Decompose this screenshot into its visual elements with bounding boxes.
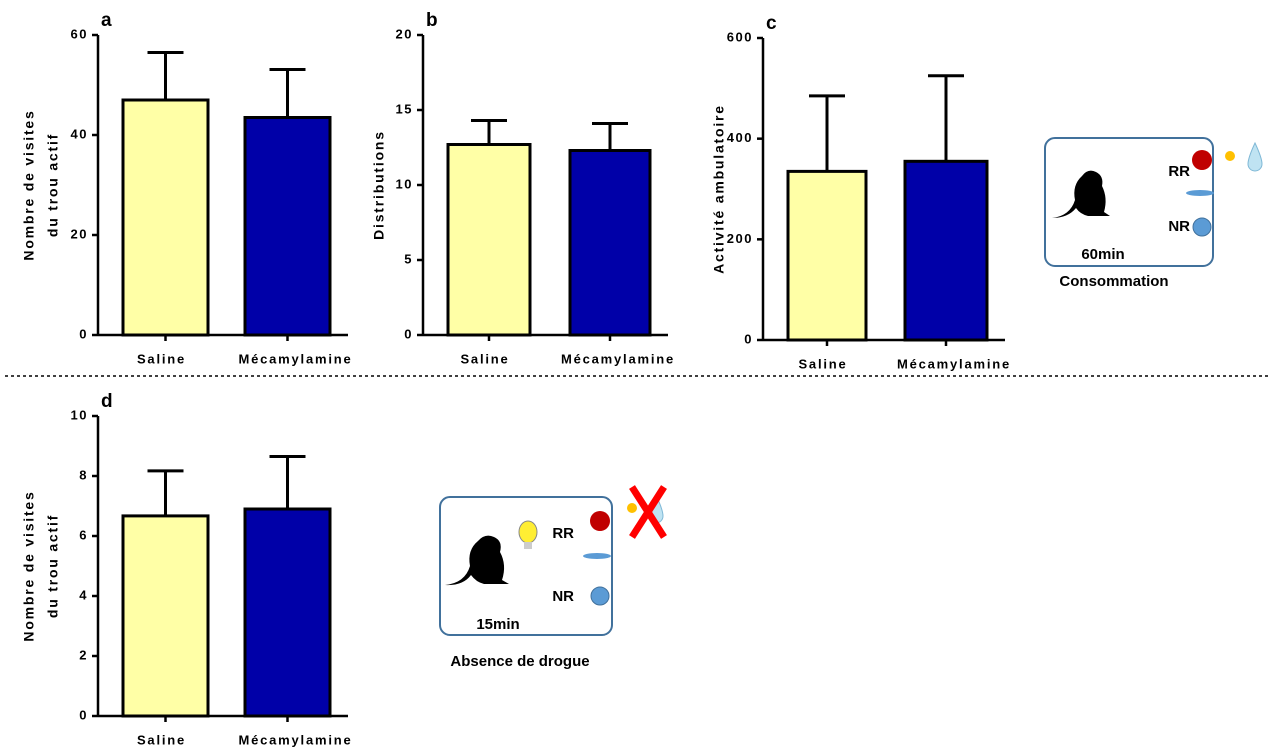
y-tick-label: 0	[404, 326, 413, 341]
drop	[1247, 141, 1263, 172]
y-tick-label: 60	[71, 26, 88, 41]
bar	[243, 116, 332, 337]
bar	[786, 169, 868, 342]
y-tick-label: 8	[79, 467, 88, 482]
rat	[445, 535, 509, 586]
y-axis-label: Distributions	[371, 130, 387, 240]
y-axis-label: Nombre de visites	[21, 109, 37, 260]
y-tick-label: 4	[79, 587, 88, 602]
y-tick-label: 40	[71, 126, 88, 141]
y-tick-label: 400	[727, 130, 753, 145]
cage	[439, 496, 613, 636]
caption: Absence de drogue	[450, 653, 589, 670]
rat	[1052, 170, 1110, 218]
dispenser	[1186, 190, 1214, 196]
rr-hole	[590, 511, 610, 531]
y-axis-label: du trou actif	[45, 514, 61, 618]
rr-label: RR	[552, 525, 574, 542]
y-tick-label: 0	[79, 326, 88, 341]
rr-label: RR	[1168, 163, 1190, 180]
caption: Consommation	[1059, 273, 1168, 290]
diagram-absence: RR NR 15min Absence de drogue	[439, 485, 667, 670]
nr-label: NR	[1168, 218, 1190, 235]
bar	[568, 149, 652, 337]
y-tick-label: 5	[404, 251, 413, 266]
panel-label: c	[766, 13, 777, 34]
x-tick-label: Saline	[798, 356, 847, 371]
light-base	[524, 542, 532, 549]
y-tick-label: 200	[727, 231, 753, 246]
y-tick-label: 20	[71, 226, 88, 241]
x-tick-label: Mécamylamine	[238, 732, 352, 747]
cage	[1044, 137, 1214, 267]
x-tick-label: Saline	[137, 732, 186, 747]
y-tick-label: 2	[79, 647, 88, 662]
panel-label: a	[101, 10, 112, 31]
x-tick-label: Mécamylamine	[561, 351, 675, 366]
x-tick-label: Saline	[137, 351, 186, 366]
diagram-consommation: RR NR 60min Consommation	[1044, 137, 1263, 290]
bar	[243, 507, 332, 718]
panel-label: b	[426, 10, 438, 31]
pellet	[1225, 151, 1235, 161]
y-tick-label: 10	[71, 407, 88, 422]
cross	[629, 485, 667, 539]
y-axis-label: Nombre de visites	[21, 490, 37, 641]
nr-hole	[1192, 217, 1212, 237]
nr-hole	[590, 586, 610, 606]
duration: 60min	[1081, 246, 1124, 263]
y-axis-label: Activité ambulatoire	[711, 104, 727, 274]
y-tick-label: 0	[79, 707, 88, 722]
y-tick-label: 10	[396, 176, 413, 191]
y-tick-label: 20	[396, 26, 413, 41]
bar	[903, 159, 989, 342]
rr-hole	[1192, 150, 1212, 170]
y-tick-label: 6	[79, 527, 88, 542]
duration: 15min	[476, 616, 519, 633]
bar	[121, 514, 210, 718]
x-tick-label: Mécamylamine	[897, 356, 1011, 371]
dispenser	[583, 553, 611, 559]
y-tick-label: 0	[744, 331, 753, 346]
y-tick-label: 600	[727, 29, 753, 44]
x-tick-label: Saline	[460, 351, 509, 366]
panel-label: d	[101, 391, 113, 412]
pellet	[627, 503, 637, 513]
bar	[121, 98, 210, 337]
x-tick-label: Mécamylamine	[238, 351, 352, 366]
y-axis-label: du trou actif	[45, 133, 61, 237]
bar	[446, 143, 532, 337]
light	[518, 520, 538, 544]
y-tick-label: 15	[396, 101, 413, 116]
nr-label: NR	[552, 588, 574, 605]
